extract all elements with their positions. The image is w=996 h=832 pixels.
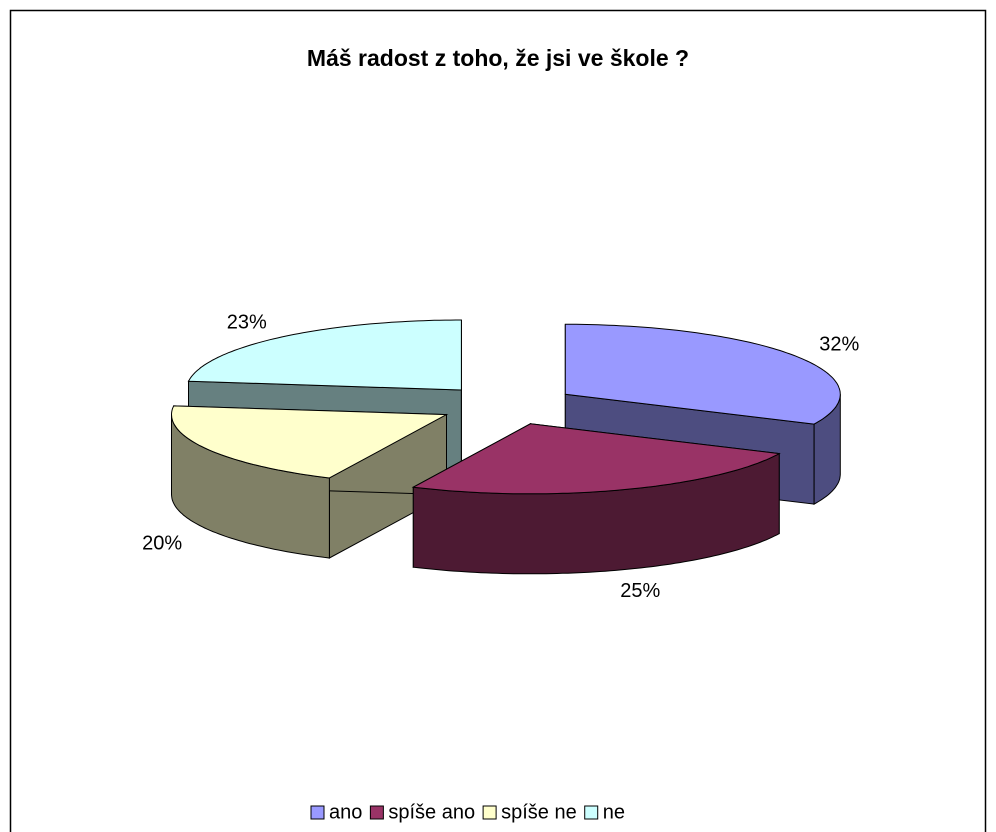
legend-label: ne [603, 801, 625, 823]
pie-slice [170, 405, 449, 559]
slice-top [170, 405, 449, 479]
legend-label: spíše ne [501, 801, 577, 823]
data-label: 32% [819, 333, 859, 355]
chart-title: Máš radost z toho, že jsi ve škole ? [307, 45, 689, 71]
legend-label: ano [329, 801, 362, 823]
pie-slice [411, 422, 781, 575]
chart-frame [9, 9, 987, 832]
legend-swatch [369, 805, 384, 820]
slice-top [564, 323, 841, 425]
data-label: 23% [227, 311, 267, 333]
legend-swatch [310, 805, 325, 820]
data-label: 25% [620, 580, 660, 602]
slice-top [411, 423, 781, 495]
legend-swatch [584, 805, 599, 820]
data-label: 20% [142, 533, 182, 555]
legend: ano spíše ano spíše ne ne [310, 801, 625, 823]
slice-top [187, 319, 462, 391]
legend-label: spíše ano [388, 801, 475, 823]
legend-swatch [482, 805, 497, 820]
